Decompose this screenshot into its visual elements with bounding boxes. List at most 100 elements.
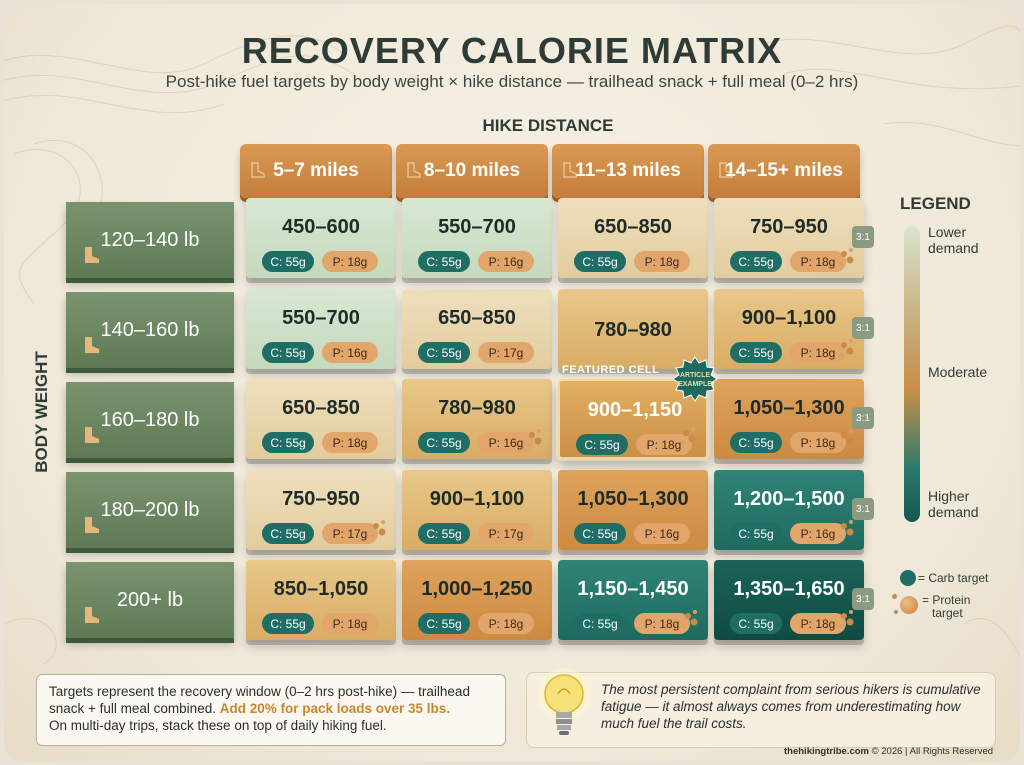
column-header-label: 8–10 miles — [423, 160, 521, 181]
protein-dot-icon — [900, 596, 918, 614]
quote-box: The most persistent complaint from serio… — [526, 672, 996, 748]
protein-pill: P: 17g — [478, 523, 534, 544]
matrix-cell: 1,150–1,450 C: 55g P: 18g — [558, 560, 708, 640]
boot-icon — [563, 162, 577, 178]
legend-carb: = Carb target — [918, 571, 989, 585]
calorie-range: 650–850 — [594, 216, 672, 238]
column-header-14-15: 14–15+ miles — [708, 144, 860, 198]
carb-pill: C: 55g — [730, 342, 782, 363]
note-highlight: Add 20% for pack loads over 35 lbs. — [219, 701, 451, 716]
matrix-cell: 650–850 C: 55g P: 18g — [558, 198, 708, 278]
carb-pill: C: 55g — [418, 523, 470, 544]
row-header-200-plus: 200+ lb — [66, 562, 234, 638]
row-header-160-180: 160–180 lb — [66, 382, 234, 458]
protein-specks-icon — [839, 429, 854, 447]
ratio-tag: 3:1 — [852, 407, 874, 429]
protein-specks-icon — [527, 429, 542, 447]
protein-specks-icon — [839, 339, 854, 357]
boot-icon — [85, 517, 99, 533]
carb-pill: C: 55g — [574, 251, 626, 272]
legend-gradient-bar — [904, 226, 920, 522]
quote-text: The most persistent complaint from serio… — [601, 682, 981, 731]
protein-pill: P: 17g — [322, 523, 378, 544]
matrix-cell: 450–600 C: 55g P: 18g — [246, 198, 396, 278]
carb-pill: C: 55g — [418, 432, 470, 453]
matrix-cell: 780–980 — [558, 289, 708, 369]
matrix-cell: 550–700 C: 55g P: 16g — [402, 198, 552, 278]
legend-protein-line1: = Protein — [922, 593, 971, 607]
boot-icon — [85, 607, 99, 623]
matrix-cell: 900–1,100 C: 55g P: 17g — [402, 470, 552, 550]
calorie-range: 1,150–1,450 — [577, 578, 689, 600]
row-header-120-140: 120–140 lb — [66, 202, 234, 278]
row-header-label: 200+ lb — [116, 588, 184, 611]
protein-specks-icon — [681, 427, 696, 445]
featured-cell-label: FEATURED CELL — [562, 364, 660, 376]
protein-pill: P: 18g — [634, 613, 690, 634]
protein-pill: P: 18g — [790, 342, 846, 363]
calorie-range: 1,200–1,500 — [733, 488, 845, 510]
legend-title: LEGEND — [900, 194, 971, 213]
protein-pill: P: 16g — [634, 523, 690, 544]
calorie-range: 650–850 — [282, 397, 360, 419]
matrix-cell: 780–980 C: 55g P: 16g — [402, 379, 552, 459]
note-text-2: On multi-day trips, stack these on top o… — [49, 718, 387, 733]
matrix-cell: 1,000–1,250 C: 55g P: 18g — [402, 560, 552, 640]
protein-pill: P: 18g — [636, 434, 692, 455]
calorie-range: 900–1,150 — [587, 399, 683, 421]
recovery-note: Targets represent the recovery window (0… — [36, 674, 506, 746]
carb-pill: C: 55g — [418, 613, 470, 634]
matrix-cell: 650–850 C: 55g P: 17g — [402, 289, 552, 369]
calorie-range: 900–1,100 — [429, 488, 525, 510]
calorie-range: 750–950 — [282, 488, 360, 510]
protein-pill: P: 16g — [790, 523, 846, 544]
protein-specks-icon — [839, 610, 854, 628]
ratio-tag: 3:1 — [852, 317, 874, 339]
legend-lower-line2: demand — [928, 240, 979, 256]
calorie-range: 650–850 — [438, 307, 516, 329]
carb-dot-icon — [900, 570, 916, 586]
legend-protein: = Protein target — [922, 594, 970, 620]
boot-icon — [85, 337, 99, 353]
carb-pill: C: 55g — [262, 251, 314, 272]
matrix-cell: 900–1,100 C: 55g P: 18g — [714, 289, 864, 369]
matrix-cell: 650–850 C: 55g P: 18g — [246, 379, 396, 459]
page-title: RECOVERY CALORIE MATRIX — [241, 30, 783, 71]
protein-specks-icon — [839, 520, 854, 538]
infographic-page: RECOVERY CALORIE MATRIX Post-hike fuel t… — [4, 4, 1020, 761]
carb-pill: C: 55g — [262, 342, 314, 363]
footer-site: thehikingtribe.com — [784, 746, 869, 757]
calorie-range: 750–950 — [750, 216, 828, 238]
ratio-tag: 3:1 — [852, 226, 874, 248]
protein-speck-icon — [892, 594, 897, 599]
badge-line-1: ARTICLE — [680, 372, 711, 379]
row-header-label: 180–200 lb — [100, 498, 200, 521]
column-header-11-13: 11–13 miles — [552, 144, 704, 198]
y-axis-label: BODY WEIGHT — [32, 351, 51, 473]
row-header-180-200: 180–200 lb — [66, 472, 234, 548]
protein-pill: P: 18g — [634, 251, 690, 272]
protein-pill: P: 18g — [790, 251, 846, 272]
calorie-range: 450–600 — [282, 216, 360, 238]
lightbulb-icon — [538, 668, 590, 735]
boot-icon — [251, 162, 265, 178]
protein-pill: P: 16g — [322, 342, 378, 363]
footer-rights: © 2026 | All Rights Reserved — [868, 746, 994, 757]
carb-pill: C: 55g — [418, 342, 470, 363]
calorie-range: 780–980 — [594, 319, 672, 341]
carb-pill: C: 55g — [262, 523, 314, 544]
protein-specks-icon — [839, 248, 854, 266]
matrix-cell: 1,050–1,300 C: 55g P: 16g — [558, 470, 708, 550]
column-header-8-10: 8–10 miles — [396, 144, 548, 198]
matrix-cell: 1,050–1,300 C: 55g P: 18g — [714, 379, 864, 459]
carb-pill: C: 55g — [730, 251, 782, 272]
protein-specks-icon — [683, 610, 698, 628]
row-header-140-160: 140–160 lb — [66, 292, 234, 368]
footer-credit: thehikingtribe.com © 2026 | All Rights R… — [784, 746, 993, 757]
ratio-tag: 3:1 — [852, 588, 874, 610]
row-header-label: 120–140 lb — [100, 228, 200, 251]
carb-pill: C: 55g — [730, 613, 782, 634]
carb-pill: C: 55g — [418, 251, 470, 272]
matrix-cell: 850–1,050 C: 55g P: 18g — [246, 560, 396, 640]
legend-moderate: Moderate — [928, 364, 988, 380]
